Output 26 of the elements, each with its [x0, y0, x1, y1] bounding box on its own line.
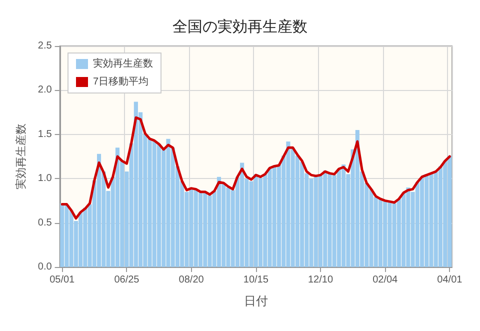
bar [115, 148, 120, 267]
x-tick-label: 06/25 [114, 274, 140, 286]
x-tick-label: 10/15 [243, 274, 269, 286]
bar [378, 198, 383, 267]
bar [420, 176, 424, 267]
y-tick-label: 1.0 [38, 173, 52, 184]
bar [258, 178, 263, 267]
legend-label: 実効再生産数 [93, 58, 153, 70]
line-series [60, 116, 451, 220]
y-tick-label: 0.5 [38, 217, 52, 228]
x-tick-label: 08/20 [178, 274, 204, 286]
x-tick-label: 05/01 [50, 274, 76, 286]
x-axis-title: 日付 [244, 294, 268, 308]
bar [156, 144, 162, 267]
y-tick-label: 2.0 [38, 84, 52, 96]
x-tick-label: 04/01 [437, 274, 463, 286]
x-tick-label: 02/04 [372, 274, 398, 286]
chart-title: 全国の実効再生産数 [172, 18, 308, 36]
y-axis-title: 実効再生産数 [14, 124, 28, 190]
y-tick-label: 2.5 [38, 40, 52, 52]
bar [216, 176, 222, 267]
y-tick-label: 0.0 [38, 262, 52, 272]
y-tick-label: 1.5 [38, 128, 52, 140]
legend-label: 7日移動平均 [93, 76, 149, 88]
x-tick-label: 12/10 [308, 274, 334, 286]
bar [96, 154, 102, 267]
